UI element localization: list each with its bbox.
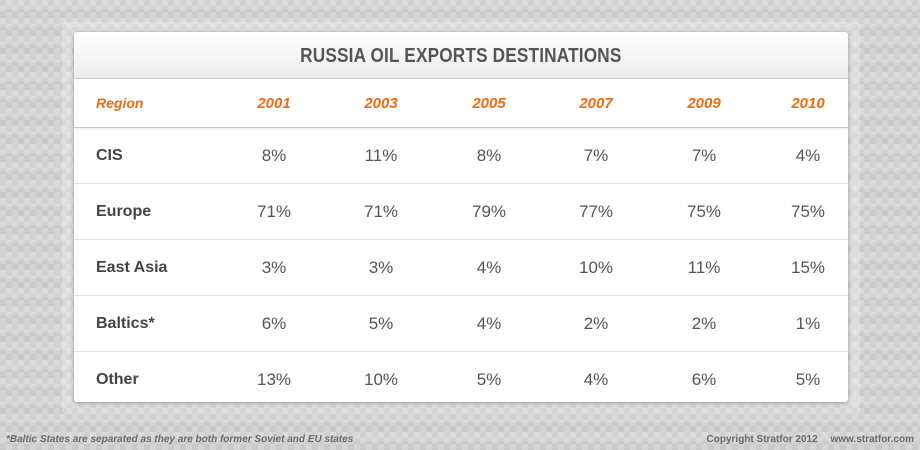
table-cell: 75% — [686, 201, 722, 221]
table-cell: 77% — [578, 201, 614, 221]
table-cell: 71% — [256, 201, 292, 221]
table-cell: 8% — [261, 145, 287, 165]
header-year-2003: 2003 — [364, 94, 398, 112]
table-cell: 79% — [471, 201, 507, 221]
row-label: CIS — [96, 146, 123, 164]
row-label: Baltics* — [96, 314, 155, 332]
table-cell: 11% — [364, 145, 398, 165]
data-table: Region 2001 2003 2005 2007 2009 2010 CIS… — [74, 79, 848, 402]
header-year-2009: 2009 — [687, 94, 721, 112]
header-year-2010: 2010 — [791, 94, 825, 112]
row-label: Other — [96, 370, 139, 388]
table-cell: 5% — [368, 313, 394, 333]
chart-title: RUSSIA OIL EXPORTS DESTINATIONS — [300, 45, 622, 67]
website-text: www.stratfor.com — [830, 434, 914, 445]
table-cell: 13% — [256, 369, 292, 389]
table-header-row: Region 2001 2003 2005 2007 2009 2010 — [74, 79, 848, 128]
table-row-cis: CIS 8% 11% 8% 7% 7% 4% — [74, 128, 848, 184]
table-cell: 4% — [476, 257, 502, 277]
header-year-2001: 2001 — [257, 94, 291, 112]
table-cell: 6% — [691, 369, 717, 389]
table-cell: 71% — [363, 201, 399, 221]
table-cell: 75% — [790, 201, 826, 221]
table-cell: 3% — [261, 257, 287, 277]
table-cell: 11% — [687, 257, 721, 277]
table-cell: 5% — [795, 369, 821, 389]
table-cell: 3% — [368, 257, 394, 277]
table-cell: 6% — [261, 313, 287, 333]
copyright-text: Copyright Stratfor 2012 — [706, 434, 818, 445]
table-cell: 4% — [476, 313, 502, 333]
row-label: East Asia — [96, 258, 168, 276]
header-year-2005: 2005 — [472, 94, 506, 112]
row-label: Europe — [96, 202, 152, 220]
table-card: RUSSIA OIL EXPORTS DESTINATIONS Region 2… — [74, 32, 848, 402]
header-year-2007: 2007 — [579, 94, 613, 112]
table-cell: 2% — [691, 313, 717, 333]
table-cell: 8% — [476, 145, 502, 165]
table-cell: 4% — [795, 145, 821, 165]
table-cell: 2% — [583, 313, 609, 333]
table-cell: 5% — [476, 369, 502, 389]
header-region: Region — [96, 95, 144, 111]
copyright-line: Copyright Stratfor 2012 www.stratfor.com — [707, 434, 914, 445]
table-row-europe: Europe 71% 71% 79% 77% 75% 75% — [74, 184, 848, 240]
table-cell: 10% — [578, 257, 614, 277]
table-cell: 4% — [583, 369, 609, 389]
table-cell: 7% — [583, 145, 609, 165]
table-cell: 1% — [795, 313, 821, 333]
table-row-east-asia: East Asia 3% 3% 4% 10% 11% 15% — [74, 240, 848, 296]
table-cell: 10% — [363, 369, 399, 389]
title-bar: RUSSIA OIL EXPORTS DESTINATIONS — [74, 32, 848, 79]
table-row-other: Other 13% 10% 5% 4% 6% 5% — [74, 352, 848, 402]
table-cell: 7% — [691, 145, 717, 165]
footnote: *Baltic States are separated as they are… — [6, 434, 354, 445]
table-cell: 15% — [790, 257, 826, 277]
table-row-baltics: Baltics* 6% 5% 4% 2% 2% 1% — [74, 296, 848, 352]
